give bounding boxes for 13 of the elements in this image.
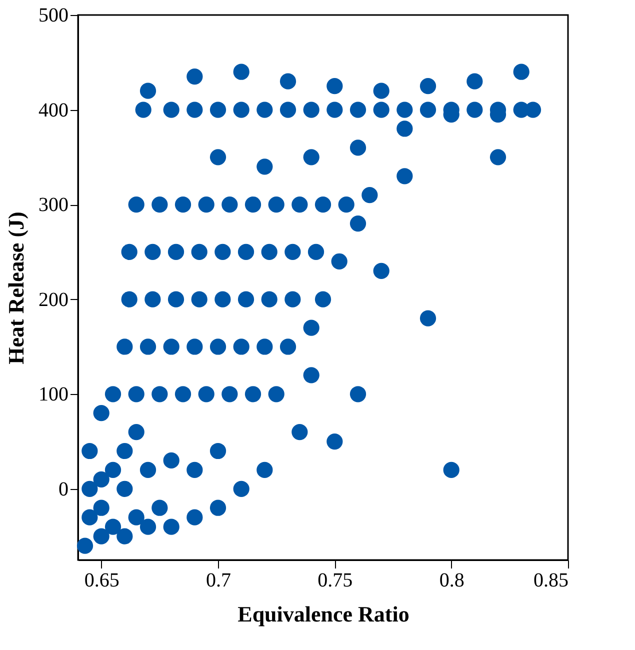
x-axis-title: Equivalence Ratio (238, 602, 410, 626)
x-tick-label: 0.7 (206, 570, 231, 592)
y-tick-label: 100 (38, 384, 68, 406)
x-tick-label: 0.75 (318, 570, 353, 592)
y-tick-label: 300 (38, 194, 68, 216)
y-tick-label: 0 (58, 478, 68, 500)
y-tick-label: 200 (38, 288, 68, 311)
y-tick-label: 400 (38, 99, 68, 122)
y-tick-label: 500 (38, 4, 68, 26)
x-tick-label: 0.65 (84, 570, 120, 592)
x-tick-label: 0.85 (534, 570, 568, 592)
y-axis-title: Heat Release (J) (4, 212, 28, 364)
x-tick-label: 0.8 (439, 570, 464, 592)
